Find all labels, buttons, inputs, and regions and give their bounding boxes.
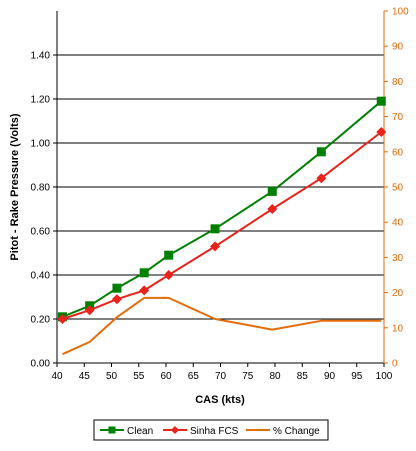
x-tick-label: 85 <box>297 371 309 382</box>
y-tick-label: 0.40 <box>31 271 51 282</box>
x-tick-label: 75 <box>242 371 254 382</box>
y2-tick-label: 40 <box>392 218 404 229</box>
x-tick-label: 50 <box>106 371 118 382</box>
legend-sinha-marker <box>171 426 179 434</box>
point-sinha-fcs <box>57 314 68 324</box>
x-tick-label: 90 <box>324 371 336 382</box>
x-tick-label: 80 <box>269 371 281 382</box>
legend-sinha-label: Sinha FCS <box>190 426 239 437</box>
right-axis-ticks: 0 10 20 30 40 50 60 70 80 90 100 <box>384 7 409 370</box>
y2-tick-label: 90 <box>392 42 404 53</box>
y2-tick-label: 60 <box>392 147 404 158</box>
point-sinha-fcs <box>267 204 278 214</box>
point-sinha-fcs <box>316 173 327 184</box>
x-tick-label: 95 <box>351 371 363 382</box>
y2-tick-label: 0 <box>392 359 398 370</box>
x-tick-label: 65 <box>188 371 200 382</box>
x-tick-label: 100 <box>376 371 393 382</box>
point-clean <box>112 283 122 293</box>
y-tick-label: 0.80 <box>31 183 51 194</box>
legend-box <box>93 419 329 441</box>
y2-tick-label: 10 <box>392 323 404 334</box>
point-sinha-fcs <box>210 241 221 252</box>
gridlines <box>57 54 384 320</box>
series-line-change <box>62 296 382 356</box>
x-tick-label: 40 <box>51 371 63 382</box>
x-axis-title: CAS (kts) <box>195 394 245 406</box>
point-clean <box>139 268 149 278</box>
y-tick-label: 0.20 <box>31 315 51 326</box>
x-tick-label: 70 <box>215 371 227 382</box>
point-sinha-fcs <box>163 270 174 280</box>
point-clean <box>210 224 220 234</box>
series-layer <box>57 96 387 356</box>
legend-clean-marker <box>108 426 116 434</box>
y-tick-label: 1.20 <box>31 95 51 106</box>
x-tick-label: 55 <box>133 371 145 382</box>
y-tick-label: 0.60 <box>31 227 51 238</box>
y2-tick-label: 30 <box>392 253 404 264</box>
point-clean <box>316 147 326 157</box>
y-tick-label: 1.40 <box>31 51 51 62</box>
y-axis-title: Pitot - Rake Pressure (Volts) <box>9 113 21 260</box>
x-tick-label: 60 <box>160 371 172 382</box>
left-axis-ticks: 0.00 0.20 0.40 0.60 0.80 1.00 1.20 1.40 <box>31 51 57 370</box>
y2-tick-label: 20 <box>392 288 404 299</box>
legend-clean-label: Clean <box>127 426 153 437</box>
point-sinha-fcs <box>111 294 122 305</box>
y-tick-label: 0.00 <box>31 359 51 370</box>
x-axis-ticks: 40 45 50 55 60 65 70 75 80 85 90 95 100 <box>51 363 393 382</box>
x-tick-label: 45 <box>79 371 91 382</box>
legend-change-label: % Change <box>273 426 320 437</box>
point-sinha-fcs <box>139 285 150 296</box>
point-clean <box>164 250 174 260</box>
y2-tick-label: 80 <box>392 77 404 88</box>
y2-tick-label: 70 <box>392 112 404 123</box>
point-clean <box>267 186 277 196</box>
y-tick-label: 1.00 <box>31 139 51 150</box>
y2-tick-label: 50 <box>392 183 404 194</box>
legend: Clean Sinha FCS % Change <box>93 419 329 441</box>
y2-tick-label: 100 <box>392 7 409 18</box>
point-sinha-fcs <box>84 305 95 316</box>
point-clean <box>376 96 386 106</box>
point-sinha-fcs <box>376 127 387 137</box>
